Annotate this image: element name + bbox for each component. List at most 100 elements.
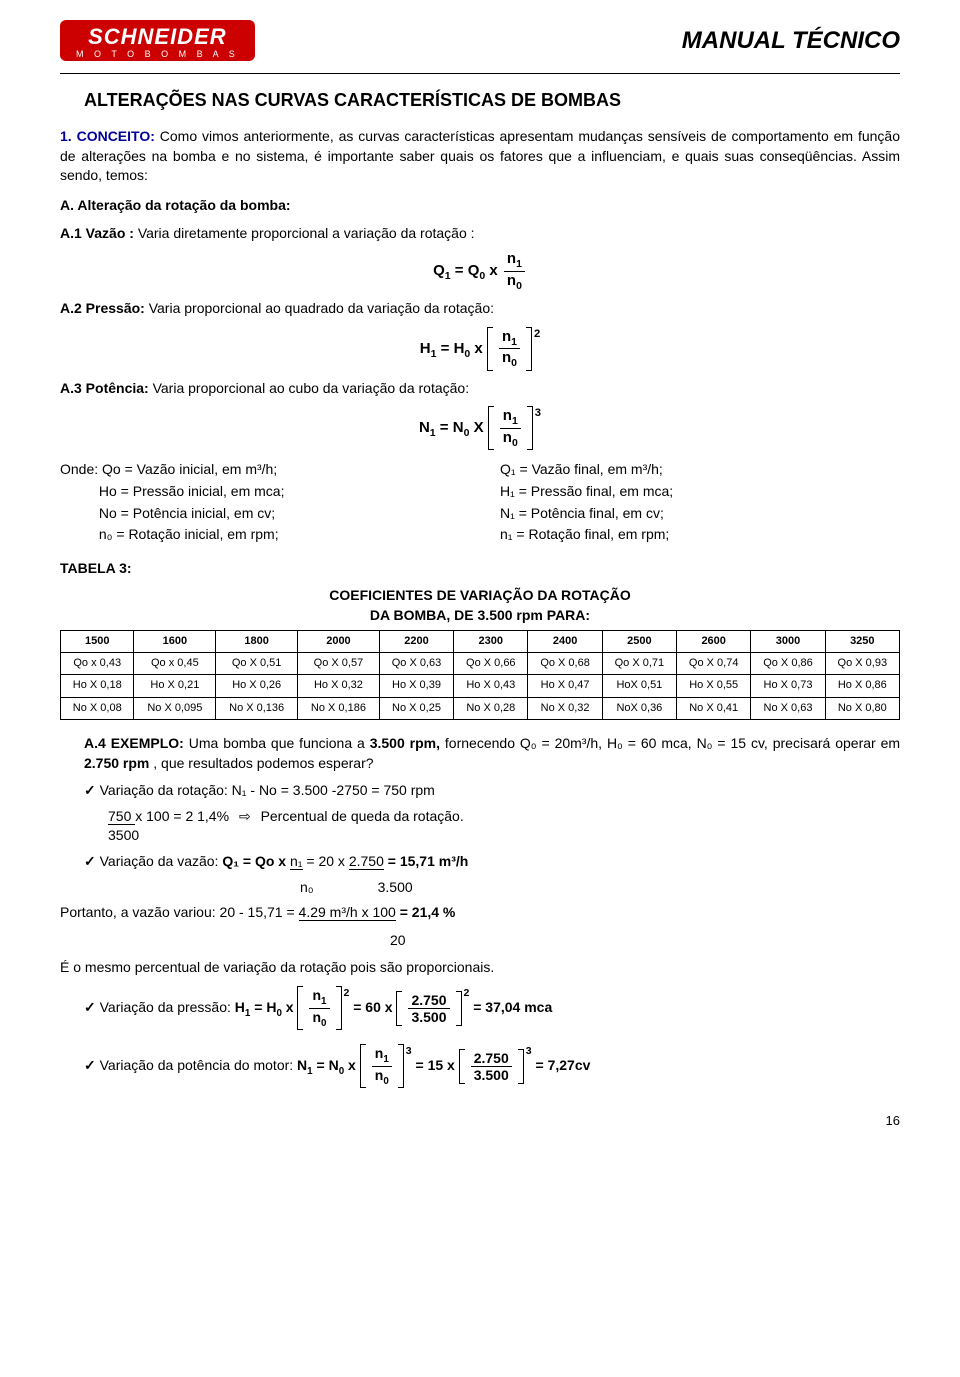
- logo-main: SCHNEIDER: [76, 26, 239, 48]
- a2-label: A.2 Pressão:: [60, 300, 149, 316]
- a1-text: Varia diretamente proporcional a variaçã…: [138, 225, 475, 241]
- table-cell: Ho X 0,55: [677, 675, 751, 697]
- portanto-ftop: 4.29 m³/h x 100: [299, 904, 396, 921]
- onde-definitions: Onde: Qo = Vazão inicial, em m³/h; Ho = …: [60, 458, 900, 546]
- portanto-result: = 21,4 %: [400, 904, 456, 920]
- c3-exp2: 2: [464, 987, 470, 999]
- step-rotation-calc: 750 x 100 = 2 1,4% ⇨ Percentual de queda…: [108, 807, 900, 846]
- table-cell: NoX 0,36: [602, 697, 676, 719]
- a3-label: A.3 Potência:: [60, 380, 153, 396]
- a2-line: A.2 Pressão: Varia proporcional ao quadr…: [60, 299, 900, 319]
- onde-right-3: n₁ = Rotação final, em rpm;: [500, 525, 900, 545]
- table-row: Ho X 0,18Ho X 0,21Ho X 0,26Ho X 0,32Ho X…: [61, 675, 900, 697]
- table-header-cell: 2400: [528, 630, 602, 652]
- a1-line: A.1 Vazão : Varia diretamente proporcion…: [60, 224, 900, 244]
- a2-text: Varia proporcional ao quadrado da variaç…: [149, 300, 494, 316]
- c3-h0: H: [266, 999, 276, 1015]
- table-title-1: COEFICIENTES DE VARIAÇÃO DA ROTAÇÃO: [329, 587, 631, 603]
- c3-result: = 37,04 mca: [473, 999, 552, 1015]
- table-cell: Qo X 0,57: [298, 652, 380, 674]
- onde-right-col: Q₁ = Vazão final, em m³/h; H₁ = Pressão …: [500, 458, 900, 546]
- c2-ftop: 2.750: [349, 853, 384, 870]
- c3-ftop: 2.750: [408, 993, 449, 1009]
- table-cell: Qo X 0,93: [825, 652, 899, 674]
- step-pressao: Variação da pressão: H1 = H0 x n1n02 = 6…: [84, 986, 900, 1030]
- onde-left-1: Ho = Pressão inicial, em mca;: [60, 482, 460, 502]
- onde-left-0: Onde: Qo = Vazão inicial, em m³/h;: [60, 460, 460, 480]
- step-vazao: Variação da vazão: Q₁ = Qo x n₁ = 20 x 2…: [84, 852, 900, 872]
- a3-exp: 3: [535, 407, 541, 419]
- section-title: ALTERAÇÕES NAS CURVAS CARACTERÍSTICAS DE…: [84, 88, 900, 113]
- a3-formula: N1 = N0 X n1n03: [60, 406, 900, 450]
- logo: SCHNEIDER M O T O B O M B A S: [60, 20, 255, 61]
- a1-label: A.1 Vazão :: [60, 225, 138, 241]
- step-potencia: Variação da potência do motor: N1 = N0 x…: [84, 1044, 900, 1088]
- conceito-label: CONCEITO:: [77, 128, 155, 144]
- arrow-icon: ⇨: [239, 807, 251, 827]
- table-cell: No X 0,08: [61, 697, 134, 719]
- c4-result: = 7,27cv: [536, 1057, 591, 1073]
- coefficients-table: 1500160018002000220023002400250026003000…: [60, 630, 900, 721]
- onde-left-3: n₀ = Rotação inicial, em rpm;: [60, 525, 460, 545]
- a4-label: A.4 EXEMPLO:: [84, 735, 184, 751]
- a4-paragraph: A.4 EXEMPLO: Uma bomba que funciona a 3.…: [84, 734, 900, 773]
- table-cell: No X 0,80: [825, 697, 899, 719]
- a4-t2: fornecendo Q₀ = 20m³/h, H₀ = 60 mca, N₀ …: [445, 735, 900, 751]
- table-header-cell: 1800: [216, 630, 298, 652]
- a4-t3: , que resultados podemos esperar?: [153, 755, 373, 771]
- table-cell: No X 0,41: [677, 697, 751, 719]
- table-cell: No X 0,25: [379, 697, 453, 719]
- table-cell: No X 0,32: [528, 697, 602, 719]
- table-cell: Ho X 0,73: [751, 675, 825, 697]
- portanto-pre: Portanto, a vazão variou: 20 - 15,71 =: [60, 904, 299, 920]
- conceito-text: Como vimos anteriormente, as curvas cara…: [60, 128, 900, 183]
- a1-q0: Q: [468, 262, 480, 279]
- a3-n0: N: [453, 419, 464, 436]
- c2-eq1: = 20 x: [306, 853, 348, 869]
- table-cell: Qo X 0,68: [528, 652, 602, 674]
- table-cell: Qo X 0,63: [379, 652, 453, 674]
- table-cell: Qo x 0,45: [134, 652, 216, 674]
- c3-h1: H: [235, 999, 245, 1015]
- a1-formula: Q1 = Q0 x n1n0: [60, 251, 900, 291]
- example-steps-2: Variação da vazão: Q₁ = Qo x n₁ = 20 x 2…: [84, 852, 900, 872]
- a2-h0: H: [454, 340, 465, 357]
- logo-subtitle: M O T O B O M B A S: [76, 50, 239, 59]
- example-steps: Variação da rotação: N₁ - No = 3.500 -27…: [84, 781, 900, 801]
- table-header-cell: 2200: [379, 630, 453, 652]
- a3-n1: N: [419, 419, 430, 436]
- c4-exp1: 3: [406, 1045, 412, 1057]
- a4-t1: Uma bomba que funciona a: [189, 735, 370, 751]
- c2-bold: Q₁ = Qo x: [222, 853, 290, 869]
- a4-b1: 3.500 rpm,: [370, 735, 440, 751]
- table-cell: Qo X 0,66: [454, 652, 528, 674]
- a4-b2: 2.750 rpm: [84, 755, 149, 771]
- portanto-line: Portanto, a vazão variou: 20 - 15,71 = 4…: [60, 903, 900, 923]
- table-header-cell: 2600: [677, 630, 751, 652]
- a2-exp: 2: [534, 328, 540, 340]
- table-row: Qo x 0,43Qo x 0,45Qo X 0,51Qo X 0,57Qo X…: [61, 652, 900, 674]
- table-cell: Ho X 0,26: [216, 675, 298, 697]
- c3-label: Variação da pressão:: [100, 999, 235, 1015]
- table-cell: Ho X 0,21: [134, 675, 216, 697]
- c2-pre: Variação da vazão:: [100, 853, 223, 869]
- c3-fbot: 3.500: [408, 1009, 449, 1024]
- table-header-cell: 2000: [298, 630, 380, 652]
- c3-exp1: 2: [344, 987, 350, 999]
- table-header-cell: 2500: [602, 630, 676, 652]
- c4-label: Variação da potência do motor:: [100, 1057, 297, 1073]
- c2-fbot: 3.500: [378, 878, 413, 898]
- conceito-paragraph: 1. CONCEITO: Como vimos anteriormente, a…: [60, 127, 900, 186]
- table-cell: Qo X 0,51: [216, 652, 298, 674]
- c3-mid: = 60 x: [353, 999, 392, 1015]
- rot-calc-label: Percentual de queda da rotação.: [261, 808, 464, 824]
- tabela-label: TABELA 3:: [60, 559, 900, 579]
- table-cell: Qo x 0,43: [61, 652, 134, 674]
- table-cell: Ho X 0,86: [825, 675, 899, 697]
- rot-calc-bot: 3500: [108, 827, 139, 843]
- c4-mid: = 15 x: [416, 1057, 455, 1073]
- table-cell: HoX 0,51: [602, 675, 676, 697]
- a3-line: A.3 Potência: Varia proporcional ao cubo…: [60, 379, 900, 399]
- conceito-num: 1.: [60, 128, 72, 144]
- table-header-cell: 3000: [751, 630, 825, 652]
